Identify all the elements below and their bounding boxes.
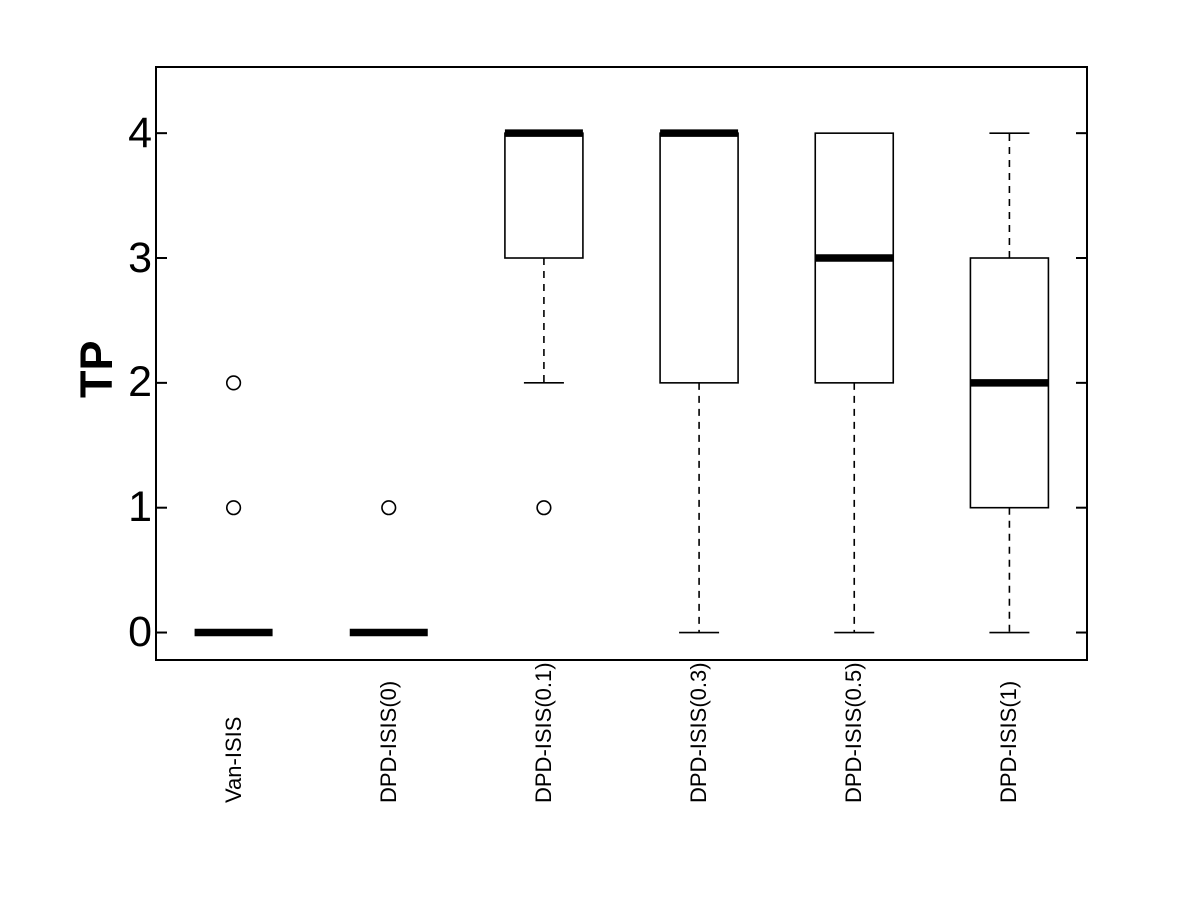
box-dpd-isis-0 xyxy=(349,500,428,637)
box-van-isis xyxy=(194,375,273,637)
y-tick-label: 3 xyxy=(128,233,152,282)
x-category-label: DPD-ISIS(0.1) xyxy=(530,662,556,803)
x-category-label: DPD-ISIS(0) xyxy=(375,680,401,803)
y-tick-label: 0 xyxy=(128,608,152,657)
outlier-marker xyxy=(225,500,242,516)
box-dpd-isis-0-3 xyxy=(659,129,739,634)
x-category-label: Van-ISIS xyxy=(220,716,246,803)
axes-frame xyxy=(155,66,1088,661)
outlier-marker xyxy=(225,375,242,391)
iqr-box xyxy=(659,132,739,384)
box-dpd-isis-0-5 xyxy=(814,132,895,634)
y-tick-label: 2 xyxy=(128,358,152,407)
iqr-box xyxy=(504,132,584,259)
outlier-marker xyxy=(536,500,552,516)
outlier-marker xyxy=(381,500,397,516)
box-dpd-isis-1 xyxy=(969,132,1050,634)
box-dpd-isis-0-1 xyxy=(504,129,584,516)
y-tick-label: 1 xyxy=(128,483,152,532)
x-category-label: DPD-ISIS(0.5) xyxy=(841,662,867,803)
y-axis-ticks xyxy=(156,132,1087,634)
x-category-label: DPD-ISIS(0.3) xyxy=(686,662,712,803)
x-category-label: DPD-ISIS(1) xyxy=(996,680,1022,803)
y-tick-label: 4 xyxy=(128,108,152,157)
